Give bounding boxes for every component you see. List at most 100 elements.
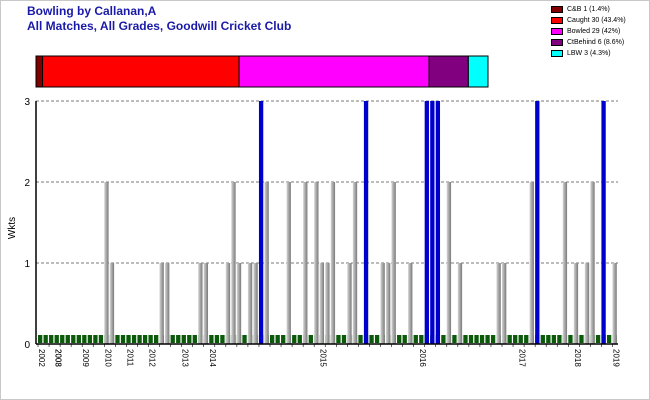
x-year-label: 2019: [611, 349, 620, 367]
y-tick-label: 1: [24, 259, 30, 270]
innings-marker: [518, 335, 523, 343]
innings-marker: [336, 335, 341, 343]
innings-marker: [65, 335, 70, 343]
wicket-bar: [231, 182, 236, 344]
y-tick-label: 2: [24, 178, 30, 189]
innings-marker: [214, 335, 220, 343]
innings-marker: [413, 335, 418, 343]
innings-marker: [595, 335, 601, 343]
chart-subtitle: All Matches, All Grades, Goodwill Cricke…: [27, 19, 292, 33]
wicket-bar: [159, 263, 164, 344]
innings-marker: [181, 335, 186, 343]
highlight-bar: [430, 101, 435, 344]
innings-marker: [43, 335, 48, 343]
innings-marker: [524, 335, 529, 343]
x-year-label: 2011: [125, 349, 134, 367]
wicket-bar: [590, 182, 595, 344]
chart-title: Bowling by Callanan,A: [27, 4, 157, 18]
wicket-bar: [225, 263, 231, 344]
legend-swatch: [551, 6, 563, 13]
innings-marker: [479, 335, 485, 343]
wicket-bar: [457, 263, 463, 344]
innings-marker: [93, 335, 98, 343]
stacked-segment-bowled: [238, 55, 430, 88]
innings-marker: [606, 335, 612, 343]
innings-marker: [557, 335, 562, 343]
innings-marker: [137, 335, 142, 343]
x-year-label: 2002: [37, 349, 46, 367]
highlight-bar: [601, 101, 606, 344]
innings-marker: [341, 335, 347, 343]
wicket-bar: [584, 263, 590, 344]
innings-marker: [209, 335, 214, 343]
innings-marker: [292, 335, 297, 343]
innings-marker: [148, 335, 153, 343]
legend: C&B 1 (1.4%) Caught 30 (43.4%) Bowled 29 (…: [551, 4, 626, 59]
innings-marker: [71, 335, 76, 343]
x-year-label: 2012: [147, 349, 156, 367]
innings-marker: [468, 335, 474, 343]
x-year-label: 2015: [319, 349, 328, 367]
wicket-bar: [408, 263, 413, 344]
wicket-bar: [236, 263, 242, 344]
innings-marker: [49, 335, 54, 343]
wicket-bar: [247, 263, 253, 344]
innings-marker: [297, 335, 302, 343]
wicket-bar: [314, 182, 319, 344]
innings-marker: [220, 335, 225, 343]
highlight-bar: [535, 101, 540, 344]
y-axis-label: Wkts: [7, 217, 18, 239]
innings-marker: [187, 335, 192, 343]
innings-marker: [485, 335, 490, 343]
legend-item: Caught 30 (43.4%): [551, 15, 626, 26]
innings-marker: [358, 335, 363, 343]
highlight-bar: [424, 101, 429, 344]
innings-marker: [170, 335, 175, 343]
innings-marker: [242, 335, 247, 343]
stacked-segment-lbw: [467, 55, 489, 88]
innings-marker: [463, 335, 468, 343]
innings-marker: [452, 335, 457, 343]
innings-marker: [507, 335, 512, 343]
innings-marker: [568, 335, 573, 343]
wicket-bar: [198, 263, 203, 344]
stacked-segment-cb: [35, 55, 44, 88]
wicket-bar: [104, 182, 109, 344]
x-year-label: 2017: [518, 349, 527, 367]
wicket-bar: [264, 182, 269, 344]
wicket-bar: [573, 263, 579, 344]
wicket-bar: [446, 182, 452, 344]
innings-marker: [98, 335, 104, 343]
innings-marker: [551, 335, 557, 343]
x-year-label: 2010: [103, 349, 112, 367]
innings-marker: [126, 335, 131, 343]
stacked-segment-ctbehind: [428, 55, 469, 88]
legend-swatch: [551, 39, 563, 46]
innings-marker: [546, 335, 551, 343]
x-year-label: 2003: [54, 349, 63, 367]
innings-marker: [38, 335, 43, 343]
innings-marker: [192, 335, 197, 343]
x-year-label: 2008: [54, 349, 63, 367]
highlight-bar: [435, 101, 441, 344]
innings-marker: [131, 335, 137, 343]
innings-marker: [270, 335, 275, 343]
wicket-bar: [347, 263, 352, 344]
wicket-bar: [286, 182, 291, 344]
y-tick-label: 0: [24, 340, 30, 351]
legend-item: Bowled 29 (42%): [551, 26, 626, 37]
wicket-bar: [386, 263, 391, 344]
x-year-label: 2014: [208, 349, 217, 367]
legend-label: C&B 1 (1.4%): [567, 6, 610, 13]
innings-marker: [60, 335, 65, 343]
innings-marker: [87, 335, 93, 343]
innings-marker: [419, 335, 424, 343]
x-year-label: 2013: [181, 349, 190, 367]
wicket-bar: [529, 182, 534, 344]
innings-marker: [513, 335, 518, 343]
highlight-bar: [363, 101, 369, 344]
wicket-bar: [203, 263, 209, 344]
innings-marker: [369, 335, 374, 343]
legend-item: C&B 1 (1.4%): [551, 4, 626, 15]
